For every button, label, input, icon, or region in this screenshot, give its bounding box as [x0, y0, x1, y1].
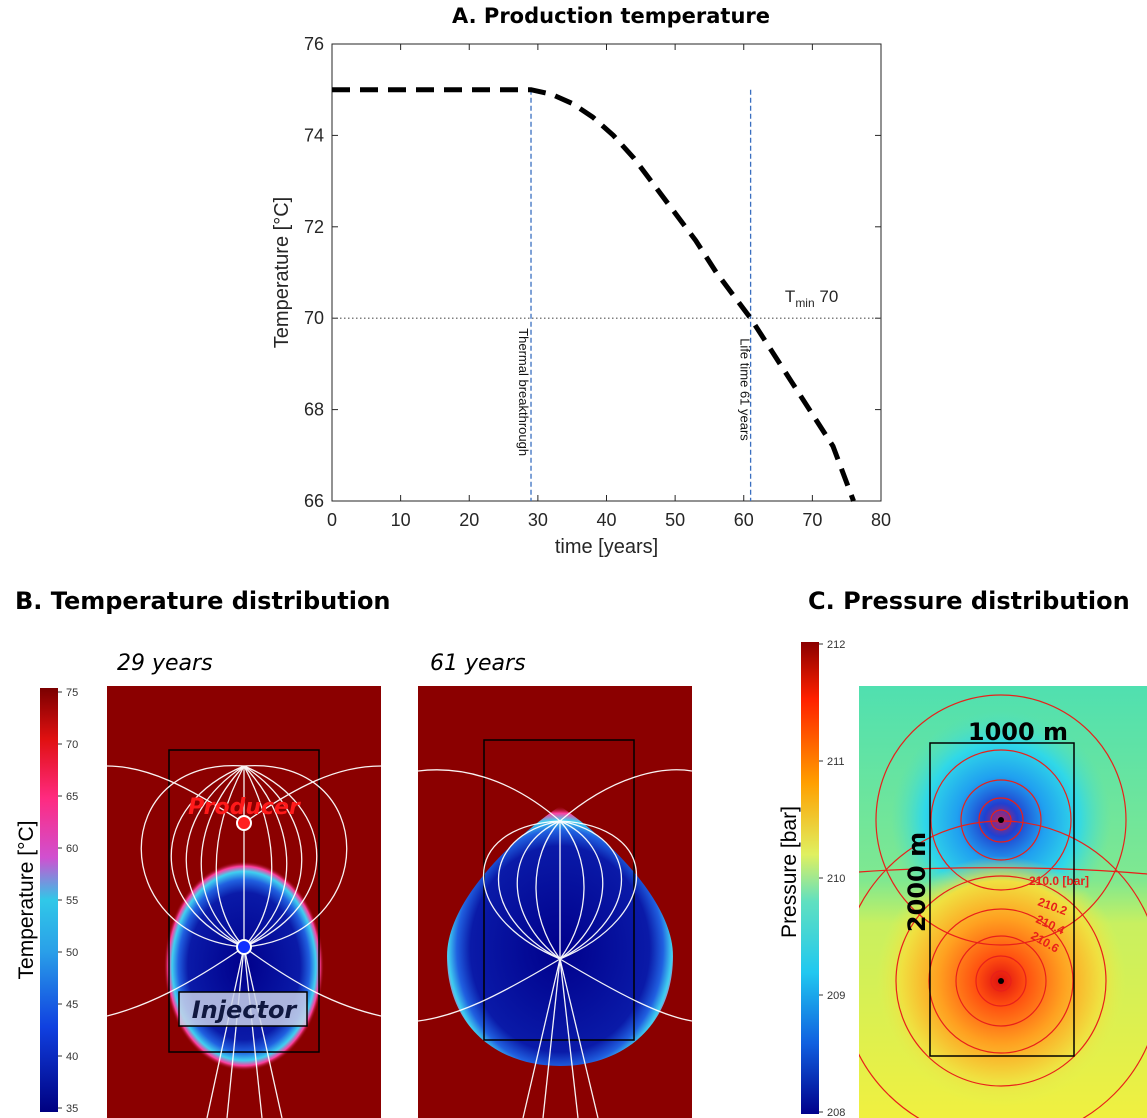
y-tick-label: 70 [304, 308, 324, 328]
producer-well [998, 817, 1004, 823]
x-axis-label: time [years] [555, 536, 658, 558]
contour-label-210-0: 210.0 [bar] [1029, 874, 1089, 888]
x-tick-label: 70 [802, 510, 822, 530]
colorbar-tick-label: 35 [66, 1103, 78, 1115]
x-tick-label: 10 [391, 510, 411, 530]
panel-a-title: A. Production temperature [452, 4, 771, 28]
temperature-map-61-years [418, 686, 692, 1118]
length-label: 2000 m [903, 832, 931, 932]
production-temperature-chart: 0 10 20 30 40 50 60 70 80 66 68 70 72 74 76 time [years… [271, 34, 891, 558]
width-label: 1000 m [968, 718, 1068, 746]
x-tick-label: 30 [528, 510, 548, 530]
injector-label: Injector [192, 996, 299, 1024]
colorbar-tick-label: 60 [66, 843, 78, 855]
colorbar-tick-label: 50 [66, 947, 78, 959]
colorbar-tick-label: 212 [827, 639, 845, 651]
y-tick-label: 74 [304, 125, 324, 145]
x-tick-label: 0 [327, 510, 337, 530]
colorbar-tick-label: 211 [827, 756, 845, 768]
pressure-colorbar-gradient [801, 642, 819, 1114]
injector-well [998, 978, 1004, 984]
temperature-colorbar: 75 70 65 60 55 50 45 40 35 Temperature [°C] [15, 687, 78, 1115]
producer-label: Producer [188, 795, 301, 820]
well-area-outline [168, 749, 320, 1053]
colorbar-tick-label: 45 [66, 999, 78, 1011]
temperature-map-29-years: Producer Injector [107, 686, 381, 1118]
streamlines [418, 769, 692, 1118]
x-tick-label: 20 [459, 510, 479, 530]
temperature-colorbar-label: Temperature [°C] [15, 821, 38, 980]
lifetime-label: Life time 61 years [738, 338, 753, 441]
y-tick-label: 68 [304, 400, 324, 420]
injector-well [236, 939, 252, 955]
y-tick-label: 66 [304, 491, 324, 511]
pressure-colorbar-label: Pressure [bar] [778, 806, 801, 938]
breakthrough-label: Thermal breakthrough [516, 328, 531, 456]
time-label-61: 61 years [430, 651, 526, 676]
tmin-label: Tmin 70 [785, 287, 838, 310]
injector-label-box [178, 991, 308, 1027]
x-tick-label: 40 [596, 510, 616, 530]
temperature-colorbar-gradient [40, 688, 58, 1112]
well-area-outline [929, 742, 1075, 1057]
colorbar-tick-label: 70 [66, 739, 78, 751]
y-tick-label: 72 [304, 217, 324, 237]
production-temperature-line [332, 87, 856, 502]
y-tick-label: 76 [304, 34, 324, 54]
plot-area [331, 43, 882, 502]
pressure-colorbar: 212 211 210 209 208 Pressure [bar] [778, 639, 845, 1118]
colorbar-tick-label: 209 [827, 990, 845, 1002]
y-axis-label: Temperature [°C] [271, 197, 293, 348]
colorbar-tick-label: 208 [827, 1107, 845, 1118]
time-label-29: 29 years [117, 651, 213, 676]
colorbar-tick-label: 40 [66, 1051, 78, 1063]
colorbar-tick-label: 75 [66, 687, 78, 699]
colorbar-tick-label: 55 [66, 895, 78, 907]
x-tick-label: 50 [665, 510, 685, 530]
pressure-map: 1000 m 2000 m 210.0 [bar] 210.2 210.4 21… [859, 686, 1147, 1118]
panel-c-title: C. Pressure distribution [808, 587, 1130, 615]
panel-b-title: B. Temperature distribution [15, 587, 391, 615]
x-tick-label: 80 [871, 510, 891, 530]
streamlines [107, 765, 381, 1118]
colorbar-tick-label: 65 [66, 791, 78, 803]
producer-well [236, 815, 252, 831]
x-tick-label: 60 [734, 510, 754, 530]
colorbar-tick-label: 210 [827, 873, 845, 885]
